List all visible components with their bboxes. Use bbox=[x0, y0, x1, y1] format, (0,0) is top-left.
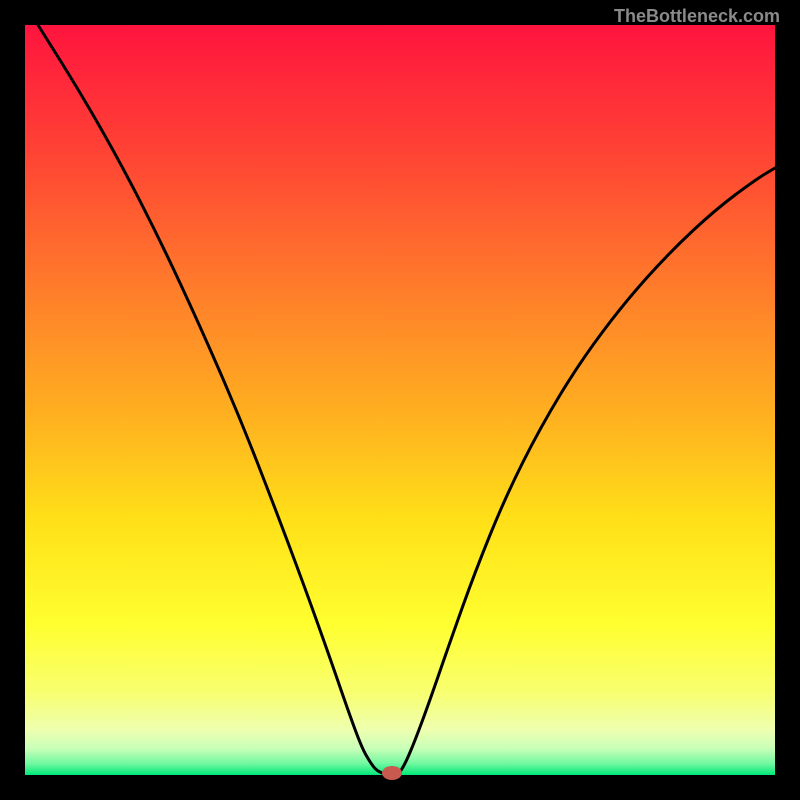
chart-frame: TheBottleneck.com bbox=[0, 0, 800, 800]
curve-layer bbox=[0, 0, 800, 800]
min-marker bbox=[382, 766, 402, 780]
watermark-text: TheBottleneck.com bbox=[614, 6, 780, 27]
